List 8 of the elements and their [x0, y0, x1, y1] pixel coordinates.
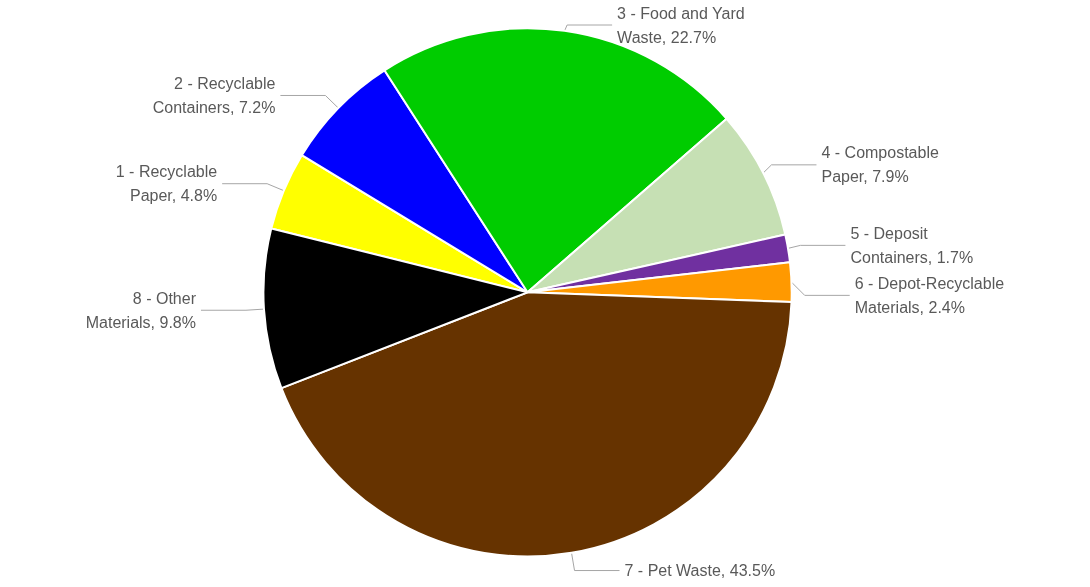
- slice-label: 3 - Food and Yard Waste, 22.7%: [617, 4, 745, 46]
- slice-label: 5 - Deposit Containers, 1.7%: [850, 224, 974, 266]
- slice-label: 4 - Compostable Paper, 7.9%: [821, 144, 939, 186]
- slice-label: 6 - Depot-Recyclable Materials, 2.4%: [854, 274, 1005, 316]
- slice-label: 1 - Recyclable Paper, 4.8%: [115, 163, 218, 205]
- slice-label: 2 - Recyclable Containers, 7.2%: [152, 74, 276, 116]
- slice-label: 7 - Pet Waste, 43.5%: [624, 562, 776, 580]
- slice-label: 8 - Other Materials, 9.8%: [85, 289, 197, 331]
